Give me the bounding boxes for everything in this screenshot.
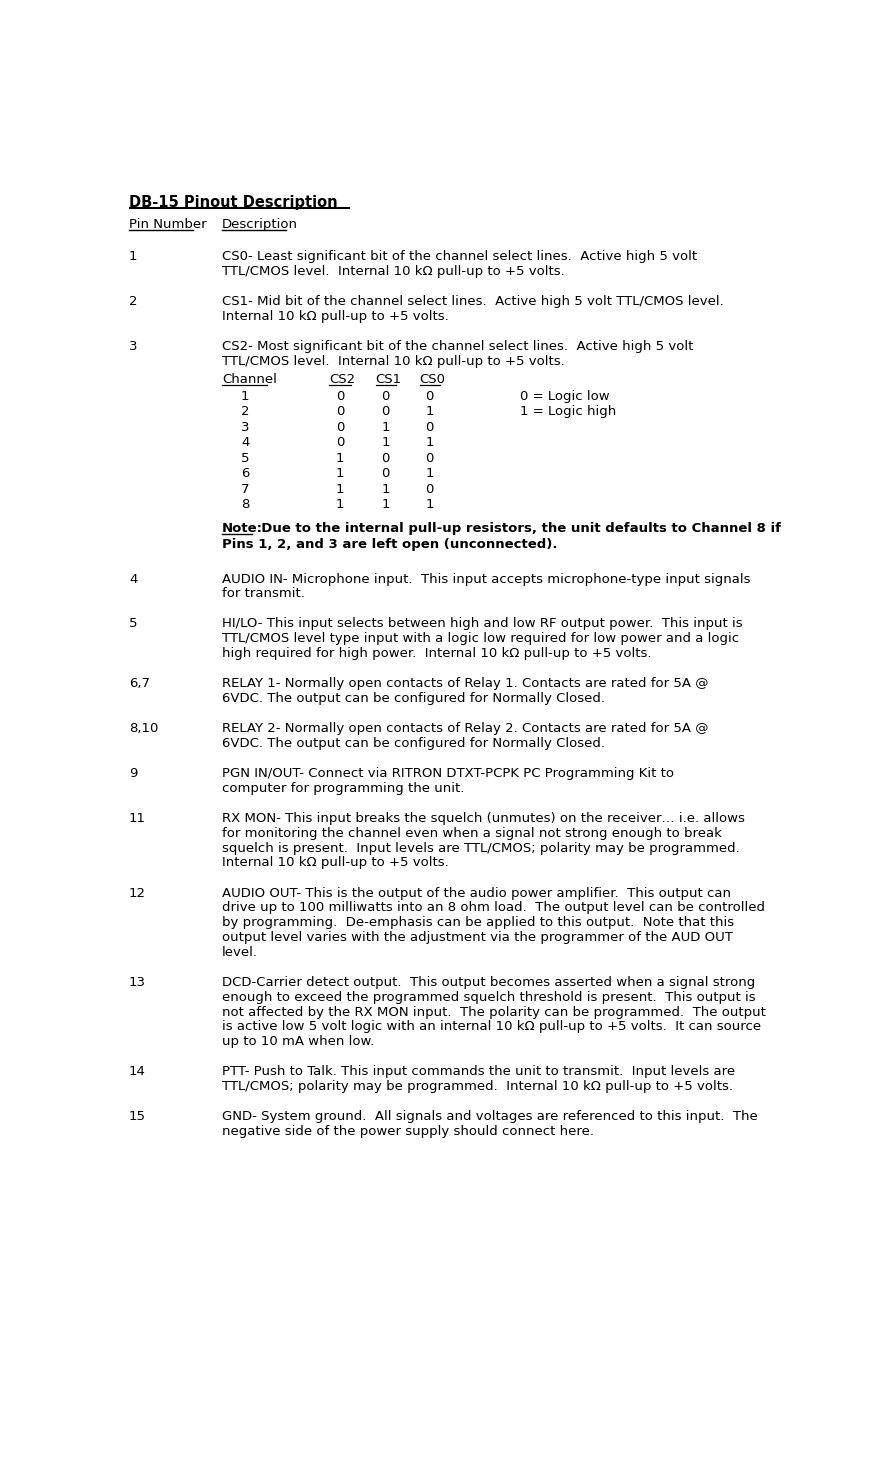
Text: RELAY 1- Normally open contacts of Relay 1. Contacts are rated for 5A @: RELAY 1- Normally open contacts of Relay… [222, 677, 709, 690]
Text: 4: 4 [241, 437, 249, 450]
Text: 2: 2 [129, 295, 138, 308]
Text: 6,7: 6,7 [129, 677, 150, 690]
Text: CS1: CS1 [375, 373, 401, 386]
Text: 3: 3 [129, 341, 138, 353]
Text: 0: 0 [382, 451, 390, 465]
Text: 0 = Logic low: 0 = Logic low [521, 389, 610, 403]
Text: 1: 1 [241, 389, 250, 403]
Text: 6VDC. The output can be configured for Normally Closed.: 6VDC. The output can be configured for N… [222, 738, 605, 749]
Text: 6VDC. The output can be configured for Normally Closed.: 6VDC. The output can be configured for N… [222, 692, 605, 705]
Text: squelch is present.  Input levels are TTL/CMOS; polarity may be programmed.: squelch is present. Input levels are TTL… [222, 842, 740, 854]
Text: 0: 0 [336, 406, 344, 419]
Text: 8,10: 8,10 [129, 723, 159, 735]
Text: CS2: CS2 [329, 373, 355, 386]
Text: TTL/CMOS level type input with a logic low required for low power and a logic: TTL/CMOS level type input with a logic l… [222, 633, 739, 645]
Text: 2: 2 [241, 406, 250, 419]
Text: high required for high power.  Internal 10 kΩ pull-up to +5 volts.: high required for high power. Internal 1… [222, 648, 651, 659]
Text: 0: 0 [426, 482, 434, 496]
Text: 5: 5 [241, 451, 250, 465]
Text: 12: 12 [129, 886, 146, 900]
Text: 0: 0 [426, 389, 434, 403]
Text: DCD-Carrier detect output.  This output becomes asserted when a signal strong: DCD-Carrier detect output. This output b… [222, 976, 755, 988]
Text: 0: 0 [336, 420, 344, 434]
Text: 1: 1 [426, 406, 434, 419]
Text: 1: 1 [426, 468, 434, 481]
Text: Internal 10 kΩ pull-up to +5 volts.: Internal 10 kΩ pull-up to +5 volts. [222, 857, 449, 869]
Text: CS1- Mid bit of the channel select lines.  Active high 5 volt TTL/CMOS level.: CS1- Mid bit of the channel select lines… [222, 295, 724, 308]
Text: Channel: Channel [222, 373, 277, 386]
Text: drive up to 100 milliwatts into an 8 ohm load.  The output level can be controll: drive up to 100 milliwatts into an 8 ohm… [222, 901, 765, 914]
Text: computer for programming the unit.: computer for programming the unit. [222, 782, 464, 795]
Text: enough to exceed the programmed squelch threshold is present.  This output is: enough to exceed the programmed squelch … [222, 991, 755, 1004]
Text: 1: 1 [336, 499, 344, 512]
Text: 6: 6 [241, 468, 249, 481]
Text: 0: 0 [382, 468, 390, 481]
Text: 0: 0 [336, 389, 344, 403]
Text: 0: 0 [382, 389, 390, 403]
Text: GND- System ground.  All signals and voltages are referenced to this input.  The: GND- System ground. All signals and volt… [222, 1111, 758, 1124]
Text: CS2- Most significant bit of the channel select lines.  Active high 5 volt: CS2- Most significant bit of the channel… [222, 341, 694, 353]
Text: level.: level. [222, 945, 258, 959]
Text: 1 = Logic high: 1 = Logic high [521, 406, 616, 419]
Text: PGN IN/OUT- Connect via RITRON DTXT-PCPK PC Programming Kit to: PGN IN/OUT- Connect via RITRON DTXT-PCPK… [222, 767, 674, 780]
Text: Note:: Note: [222, 522, 263, 534]
Text: DB-15 Pinout Description: DB-15 Pinout Description [129, 195, 338, 209]
Text: RELAY 2- Normally open contacts of Relay 2. Contacts are rated for 5A @: RELAY 2- Normally open contacts of Relay… [222, 723, 709, 735]
Text: up to 10 mA when low.: up to 10 mA when low. [222, 1035, 375, 1049]
Text: not affected by the RX MON input.  The polarity can be programmed.  The output: not affected by the RX MON input. The po… [222, 1006, 766, 1019]
Text: for monitoring the channel even when a signal not strong enough to break: for monitoring the channel even when a s… [222, 827, 722, 839]
Text: RX MON- This input breaks the squelch (unmutes) on the receiver… i.e. allows: RX MON- This input breaks the squelch (u… [222, 813, 745, 825]
Text: 1: 1 [426, 437, 434, 450]
Text: PTT- Push to Talk. This input commands the unit to transmit.  Input levels are: PTT- Push to Talk. This input commands t… [222, 1065, 736, 1078]
Text: 0: 0 [336, 437, 344, 450]
Text: 4: 4 [129, 572, 137, 586]
Text: TTL/CMOS level.  Internal 10 kΩ pull-up to +5 volts.: TTL/CMOS level. Internal 10 kΩ pull-up t… [222, 355, 564, 367]
Text: 1: 1 [382, 482, 390, 496]
Text: 13: 13 [129, 976, 146, 988]
Text: Description: Description [222, 218, 298, 230]
Text: CS0: CS0 [419, 373, 445, 386]
Text: 1: 1 [382, 499, 390, 512]
Text: 0: 0 [426, 451, 434, 465]
Text: TTL/CMOS level.  Internal 10 kΩ pull-up to +5 volts.: TTL/CMOS level. Internal 10 kΩ pull-up t… [222, 266, 564, 277]
Text: TTL/CMOS; polarity may be programmed.  Internal 10 kΩ pull-up to +5 volts.: TTL/CMOS; polarity may be programmed. In… [222, 1080, 733, 1093]
Text: 1: 1 [426, 499, 434, 512]
Text: 1: 1 [129, 251, 138, 263]
Text: 1: 1 [382, 437, 390, 450]
Text: HI/LO- This input selects between high and low RF output power.  This input is: HI/LO- This input selects between high a… [222, 618, 743, 630]
Text: Due to the internal pull-up resistors, the unit defaults to Channel 8 if: Due to the internal pull-up resistors, t… [252, 522, 780, 534]
Text: for transmit.: for transmit. [222, 587, 305, 600]
Text: AUDIO OUT- This is the output of the audio power amplifier.  This output can: AUDIO OUT- This is the output of the aud… [222, 886, 731, 900]
Text: CS0- Least significant bit of the channel select lines.  Active high 5 volt: CS0- Least significant bit of the channe… [222, 251, 697, 263]
Text: 11: 11 [129, 813, 146, 825]
Text: 1: 1 [336, 451, 344, 465]
Text: 14: 14 [129, 1065, 146, 1078]
Text: 7: 7 [241, 482, 250, 496]
Text: 8: 8 [241, 499, 249, 512]
Text: 1: 1 [336, 482, 344, 496]
Text: 0: 0 [382, 406, 390, 419]
Text: negative side of the power supply should connect here.: negative side of the power supply should… [222, 1125, 594, 1139]
Text: Pin Number: Pin Number [129, 218, 207, 230]
Text: AUDIO IN- Microphone input.  This input accepts microphone-type input signals: AUDIO IN- Microphone input. This input a… [222, 572, 751, 586]
Text: Internal 10 kΩ pull-up to +5 volts.: Internal 10 kΩ pull-up to +5 volts. [222, 310, 449, 323]
Text: 3: 3 [241, 420, 250, 434]
Text: 1: 1 [382, 420, 390, 434]
Text: 5: 5 [129, 618, 138, 630]
Text: output level varies with the adjustment via the programmer of the AUD OUT: output level varies with the adjustment … [222, 931, 733, 944]
Text: 15: 15 [129, 1111, 146, 1124]
Text: 1: 1 [336, 468, 344, 481]
Text: Pins 1, 2, and 3 are left open (unconnected).: Pins 1, 2, and 3 are left open (unconnec… [222, 538, 557, 550]
Text: by programming.  De-emphasis can be applied to this output.  Note that this: by programming. De-emphasis can be appli… [222, 916, 734, 929]
Text: 9: 9 [129, 767, 137, 780]
Text: 0: 0 [426, 420, 434, 434]
Text: is active low 5 volt logic with an internal 10 kΩ pull-up to +5 volts.  It can s: is active low 5 volt logic with an inter… [222, 1021, 762, 1034]
